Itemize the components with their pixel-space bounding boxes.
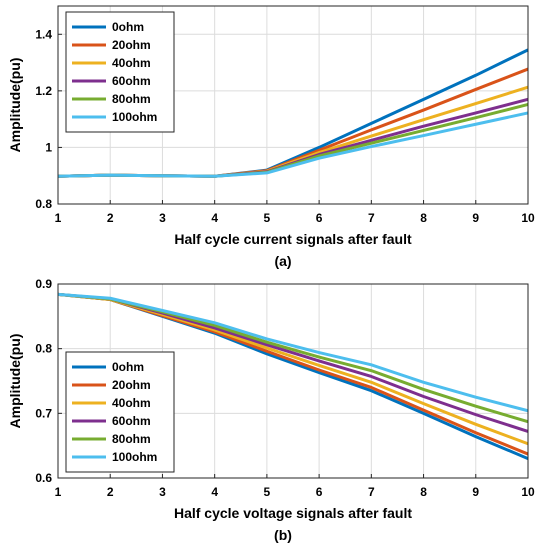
x-axis-label: Half cycle current signals after fault	[174, 231, 412, 247]
legend-label-0ohm: 0ohm	[112, 360, 144, 374]
x-tick-label: 9	[472, 485, 479, 499]
panel-label: (a)	[274, 253, 291, 269]
y-tick-label: 1	[45, 140, 52, 154]
x-tick-label: 10	[521, 211, 535, 225]
legend: 0ohm 20ohm 40ohm 60ohm 80ohm 100ohm	[65, 351, 175, 473]
x-tick-label: 1	[55, 485, 62, 499]
x-tick-label: 10	[521, 485, 535, 499]
legend-label-60ohm: 60ohm	[112, 74, 151, 88]
legend-label-100ohm: 100ohm	[112, 110, 157, 124]
series-line-100ohm	[57, 292, 529, 413]
legend-label-80ohm: 80ohm	[112, 432, 151, 446]
y-tick-label: 1.2	[35, 84, 52, 98]
y-tick-label: 0.8	[35, 197, 52, 211]
x-tick-label: 6	[316, 211, 323, 225]
x-tick-label: 5	[264, 485, 271, 499]
x-tick-label: 3	[159, 211, 166, 225]
series-line-100ohm	[57, 111, 529, 178]
x-tick-label: 3	[159, 485, 166, 499]
y-tick-label: 0.6	[35, 471, 52, 485]
x-tick-label: 8	[420, 485, 427, 499]
legend-box	[65, 351, 175, 473]
x-tick-label: 7	[368, 211, 375, 225]
chart-b: 1 2 3 4 5 6 7 8 9 10 0.6 0.7 0.8 0.9 Half cycle voltag…	[7, 277, 535, 543]
y-tick-label: 1.4	[35, 27, 52, 41]
legend-box	[65, 11, 175, 133]
axes-box	[57, 5, 529, 205]
y-tick-label: 0.8	[35, 342, 52, 356]
y-tick-label: 0.7	[35, 406, 52, 420]
x-axis-label: Half cycle voltage signals after fault	[174, 505, 412, 521]
x-tick-label: 1	[55, 211, 62, 225]
legend-label-100ohm: 100ohm	[112, 450, 157, 464]
y-axis-label: Amplitude(pu)	[7, 334, 23, 429]
x-tick-label: 4	[211, 211, 218, 225]
x-tick-label: 8	[420, 211, 427, 225]
legend-label-80ohm: 80ohm	[112, 92, 151, 106]
y-axis-label: Amplitude(pu)	[7, 58, 23, 153]
legend-label-40ohm: 40ohm	[112, 56, 151, 70]
legend: 0ohm 20ohm 40ohm 60ohm 80ohm 100ohm	[65, 11, 175, 133]
x-tick-label: 2	[107, 485, 114, 499]
x-tick-label: 6	[316, 485, 323, 499]
legend-label-0ohm: 0ohm	[112, 20, 144, 34]
x-tick-label: 7	[368, 485, 375, 499]
axes-box	[57, 283, 529, 479]
y-tick-label: 0.9	[35, 277, 52, 291]
x-tick-label: 2	[107, 211, 114, 225]
legend-label-20ohm: 20ohm	[112, 38, 151, 52]
legend-label-40ohm: 40ohm	[112, 396, 151, 410]
panel-label: (b)	[274, 527, 292, 543]
x-tick-label: 4	[211, 485, 218, 499]
legend-label-60ohm: 60ohm	[112, 414, 151, 428]
legend-label-20ohm: 20ohm	[112, 378, 151, 392]
x-tick-label: 5	[264, 211, 271, 225]
x-tick-label: 9	[472, 211, 479, 225]
